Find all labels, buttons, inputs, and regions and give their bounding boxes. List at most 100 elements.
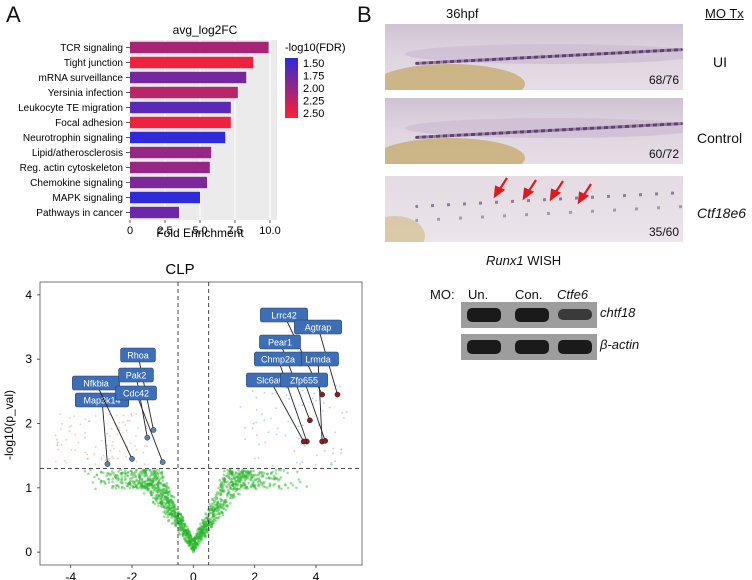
volcano-point-ns xyxy=(164,485,168,489)
volcano-point-ns xyxy=(204,522,207,525)
volcano-point-ns xyxy=(211,510,214,514)
volcano-point-ns xyxy=(128,482,132,485)
bar-category-label: Focal adhesion xyxy=(55,118,123,129)
volcano-gene-label: Pak2 xyxy=(126,371,147,381)
volcano-point-ns xyxy=(144,479,148,483)
volcano-point-ns xyxy=(219,481,223,484)
volcano-point-ns xyxy=(193,545,197,549)
volcano-point-down xyxy=(129,442,132,444)
volcano-point-down xyxy=(128,419,131,422)
volcano-point-ns xyxy=(199,526,202,530)
volcano-point-ns xyxy=(143,468,147,472)
volcano-point-ns xyxy=(220,510,223,513)
volcano-point-ns xyxy=(210,523,213,527)
volcano-point-ns xyxy=(177,523,181,527)
volcano-point-ns xyxy=(244,487,248,490)
volcano-point-ns xyxy=(263,480,266,484)
volcano-point-ns xyxy=(188,533,192,537)
volcano-point-down xyxy=(146,445,148,448)
volcano-point-ns xyxy=(161,489,165,493)
volcano-point-ns xyxy=(120,478,123,482)
volcano-point-ns xyxy=(156,472,160,475)
volcano-point-ns xyxy=(150,483,154,486)
volcano-point-ns xyxy=(181,528,185,532)
volcano-point-ns xyxy=(159,497,163,500)
volcano-point-ns xyxy=(179,520,183,524)
volcano-point-ns xyxy=(178,525,182,529)
volcano-point-ns xyxy=(167,503,171,507)
volcano-point-ns xyxy=(231,483,234,487)
volcano-point-ns xyxy=(138,476,142,479)
legend-title: -log10(FDR) xyxy=(285,42,346,54)
volcano-point-ns xyxy=(205,530,209,534)
volcano-point-ns xyxy=(210,520,213,524)
volcano-point-ns xyxy=(177,531,181,535)
volcano-point-ns xyxy=(182,531,185,534)
volcano-point-ns xyxy=(206,528,209,532)
volcano-point-up xyxy=(341,411,344,414)
volcano-point-ns xyxy=(231,481,235,484)
volcano-point-up xyxy=(264,441,267,444)
volcano-point-up xyxy=(332,452,334,455)
volcano-point-ns xyxy=(220,511,224,514)
volcano-point-down xyxy=(100,458,103,461)
volcano-point-ns xyxy=(119,468,122,472)
bar xyxy=(130,131,226,144)
volcano-point-ns xyxy=(188,530,191,534)
legend-tick-label: 2.50 xyxy=(303,108,324,120)
volcano-point-down xyxy=(130,414,133,417)
volcano-point-ns xyxy=(170,495,174,498)
volcano-point-ns xyxy=(214,506,218,510)
volcano-point-ns xyxy=(212,514,215,517)
volcano-point-ns xyxy=(216,500,219,504)
volcano-point-ns xyxy=(238,478,241,482)
volcano-point-ns xyxy=(143,484,147,488)
volcano-point-ns xyxy=(238,472,241,476)
volcano-point-ns xyxy=(193,537,197,541)
volcano-point-down xyxy=(56,444,59,447)
volcano-point-ns xyxy=(160,488,163,492)
volcano-point-ns xyxy=(204,528,208,532)
volcano-point-ns xyxy=(150,491,153,494)
row-label-ctf18e6: Ctf18e6 xyxy=(697,205,747,221)
volcano-point-ns xyxy=(160,492,163,496)
volcano-point-ns xyxy=(203,528,206,531)
volcano-point-ns xyxy=(181,519,185,523)
volcano-point-ns xyxy=(106,471,109,475)
volcano-point-ns xyxy=(112,471,115,475)
volcano-point-ns xyxy=(214,516,218,520)
volcano-point-ns xyxy=(232,493,236,496)
volcano-point-ns xyxy=(211,509,215,512)
volcano-point-ns xyxy=(177,516,181,520)
volcano-point-ns xyxy=(226,472,230,475)
volcano-point-ns xyxy=(129,477,132,481)
volcano-point-ns xyxy=(162,483,165,486)
volcano-point-down xyxy=(118,450,121,453)
volcano-point-ns xyxy=(165,504,169,508)
volcano-point-ns xyxy=(195,542,199,545)
wish-caption: Runx1 WISH xyxy=(486,253,561,268)
volcano-point-down xyxy=(130,413,133,416)
volcano-point-down xyxy=(69,416,71,419)
volcano-point-ns xyxy=(207,509,211,512)
volcano-point-ns xyxy=(240,477,243,480)
volcano-point-ns xyxy=(158,501,162,505)
bar-chart-plot-area xyxy=(130,40,277,220)
volcano-point-ns xyxy=(155,487,159,491)
volcano-point-ns xyxy=(134,470,137,474)
volcano-point-ns xyxy=(167,486,171,489)
volcano-point-ns xyxy=(210,520,214,523)
volcano-point-ns xyxy=(154,478,158,482)
volcano-point-ns xyxy=(182,531,185,535)
volcano-point-ns xyxy=(146,483,150,487)
volcano-point-ns xyxy=(149,471,153,474)
volcano-point-ns xyxy=(222,490,226,493)
volcano-point-ns xyxy=(172,509,176,512)
gel-row-label-actin: β-actin xyxy=(600,337,640,352)
volcano-point-down xyxy=(135,413,138,415)
volcano-point-ns xyxy=(221,504,225,508)
volcano-point-ns xyxy=(219,503,223,506)
volcano-point-ns xyxy=(159,502,163,505)
volcano-point-ns xyxy=(143,471,146,475)
volcano-point-ns xyxy=(188,537,192,540)
